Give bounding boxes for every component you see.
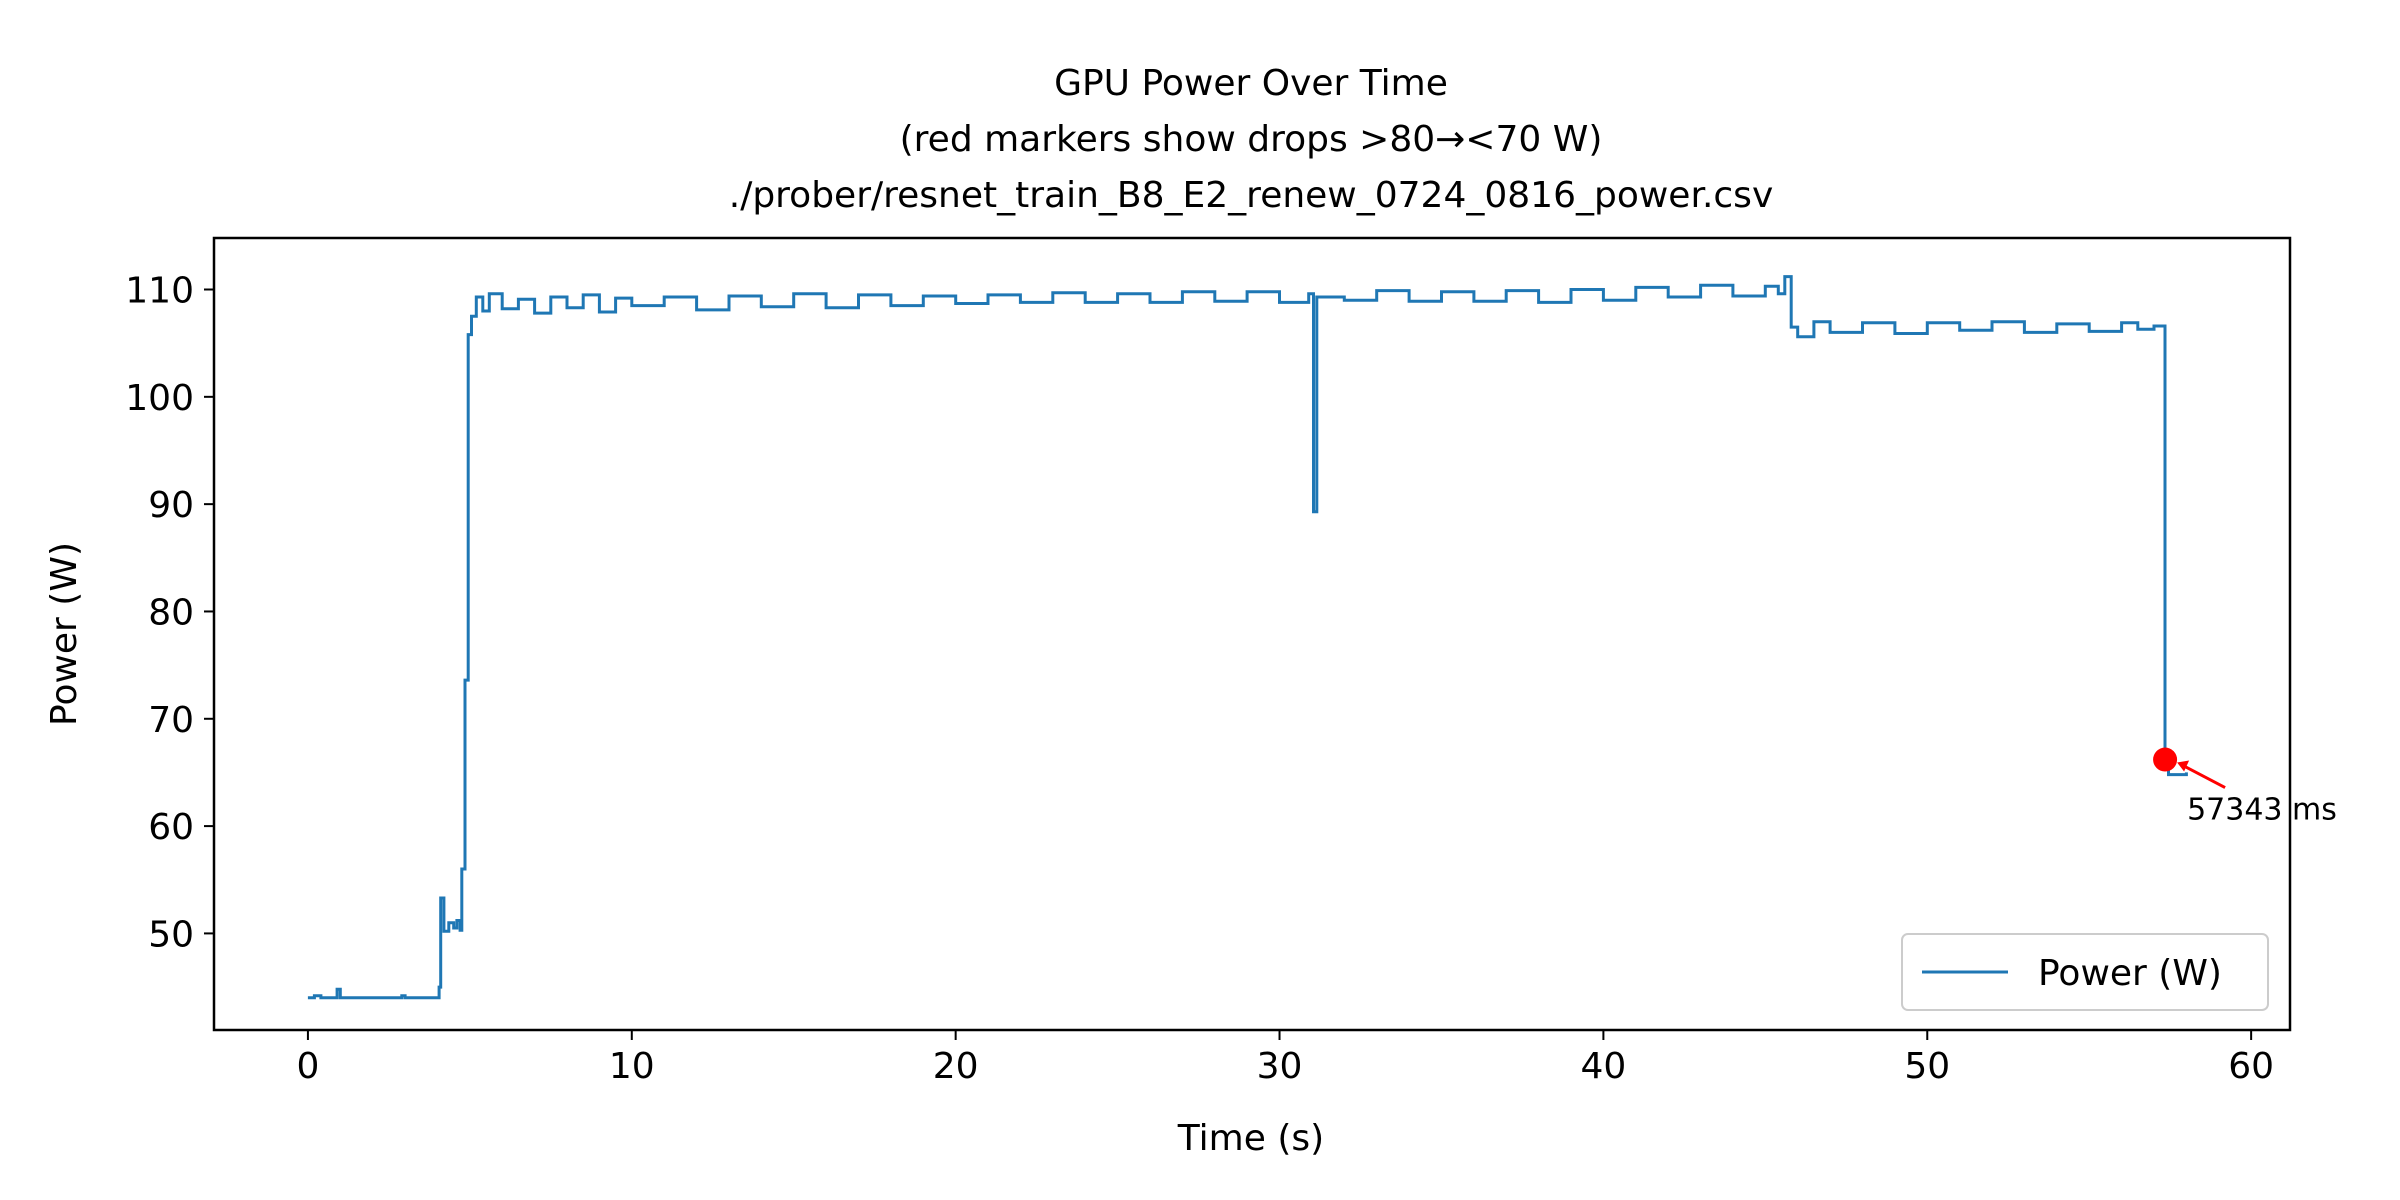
drop-annotation-label: 57343 ms	[2187, 793, 2337, 828]
plot-area: 57343 ms	[307, 275, 2337, 1000]
legend: Power (W)	[1901, 933, 2269, 1011]
power-series-line	[307, 275, 2188, 1000]
x-axis-ticks: 0 10 20 30 40 50 60	[296, 1030, 2274, 1087]
x-tick-label: 10	[609, 1046, 655, 1087]
legend-frame	[1901, 933, 2269, 1011]
x-tick-label: 60	[2228, 1046, 2274, 1087]
chart-title-line-1: GPU Power Over Time	[1054, 63, 1448, 104]
legend-entry-power: Power (W)	[2038, 953, 2222, 994]
y-tick-label: 110	[125, 271, 194, 312]
y-tick-label: 100	[125, 378, 194, 419]
y-tick-label: 80	[148, 592, 194, 633]
x-tick-label: 30	[1257, 1046, 1303, 1087]
y-tick-label: 70	[148, 700, 194, 741]
x-axis-label: Time (s)	[1177, 1118, 1324, 1159]
drop-annotation-arrowhead	[2177, 760, 2190, 772]
y-tick-label: 90	[148, 485, 194, 526]
x-tick-label: 50	[1904, 1046, 1950, 1087]
plot-frame	[212, 236, 2292, 1032]
x-tick-label: 20	[933, 1046, 979, 1087]
y-tick-label: 50	[148, 914, 194, 955]
x-tick-label: 40	[1580, 1046, 1626, 1087]
drop-annotation-arrow	[2182, 764, 2226, 789]
y-tick-label: 60	[148, 807, 194, 848]
chart-title-line-2: (red markers show drops >80→<70 W)	[900, 119, 1603, 160]
x-tick-label: 0	[296, 1046, 319, 1087]
y-axis-label: Power (W)	[44, 542, 85, 726]
drop-marker	[2153, 747, 2178, 772]
y-axis-ticks: 50 60 70 80 90 100 110	[125, 271, 214, 955]
chart-title-line-3: ./prober/resnet_train_B8_E2_renew_0724_0…	[729, 175, 1774, 216]
